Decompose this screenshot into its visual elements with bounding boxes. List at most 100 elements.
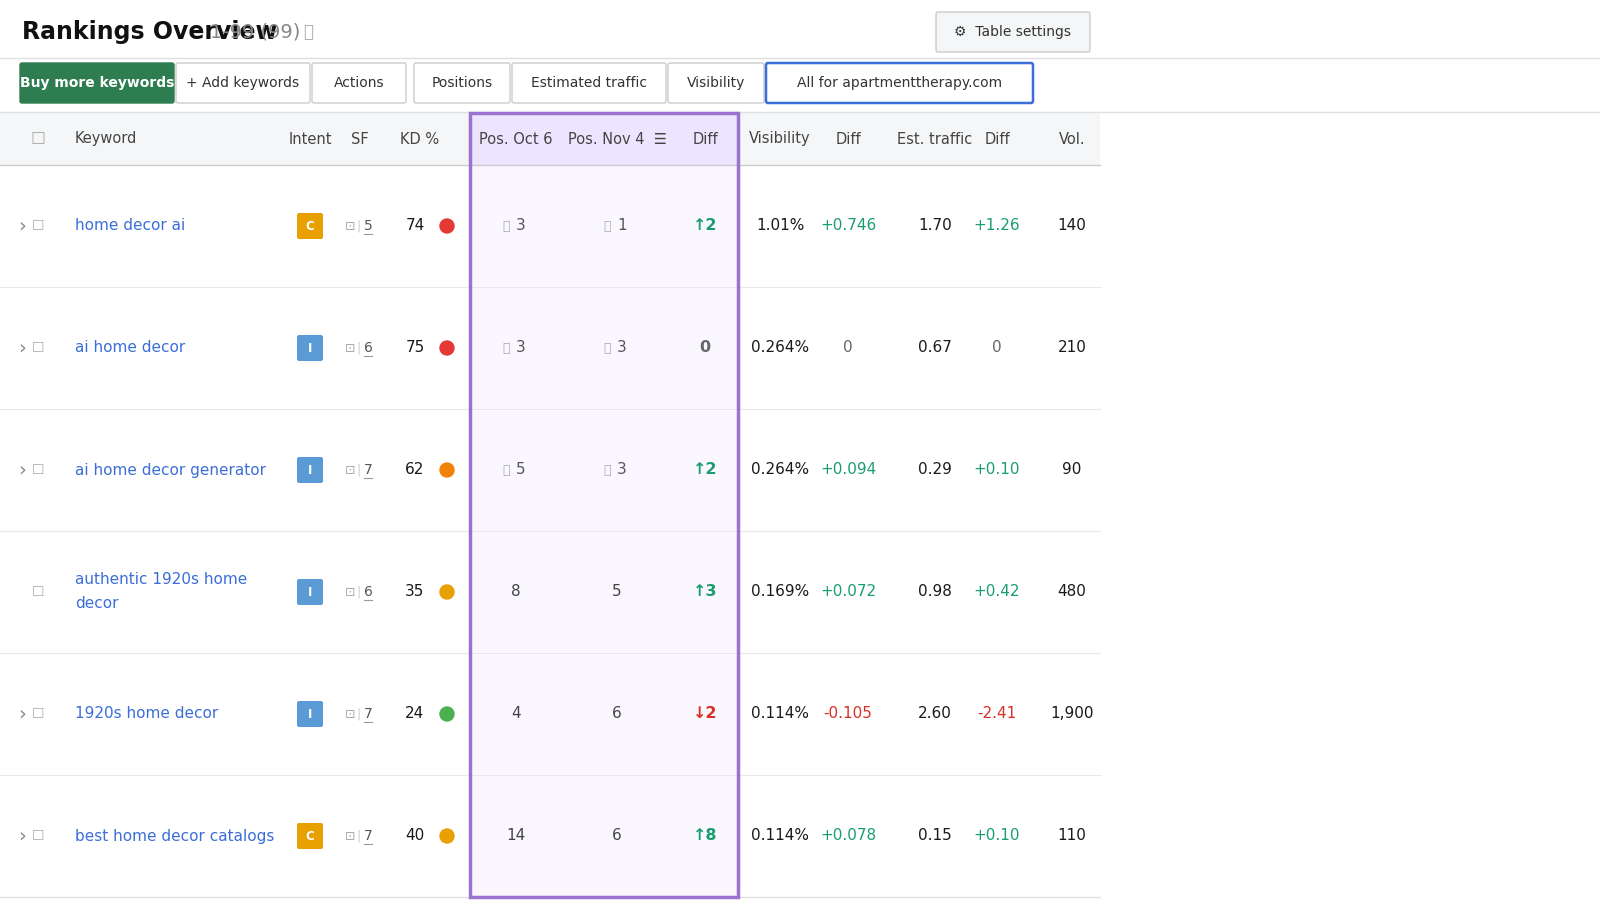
Text: ☐: ☐ (32, 219, 45, 233)
Text: ›: › (18, 216, 26, 235)
Text: ⊡: ⊡ (344, 586, 355, 598)
Text: ›: › (18, 826, 26, 845)
Text: Visibility: Visibility (686, 76, 746, 90)
Text: 62: 62 (405, 462, 424, 478)
Text: +0.10: +0.10 (974, 828, 1021, 844)
Text: 1,900: 1,900 (1050, 706, 1094, 722)
Text: Est. traffic: Est. traffic (898, 132, 973, 146)
Text: ☐: ☐ (32, 463, 45, 477)
Text: 140: 140 (1058, 219, 1086, 233)
Text: 75: 75 (405, 340, 424, 356)
Text: 6: 6 (363, 585, 373, 599)
Text: Rankings Overview: Rankings Overview (22, 20, 277, 44)
Text: 7: 7 (363, 829, 373, 843)
Text: ›: › (18, 460, 26, 479)
Bar (470, 113, 738, 165)
Text: ›: › (18, 705, 26, 724)
Text: 480: 480 (1058, 585, 1086, 599)
Text: 24: 24 (405, 706, 424, 722)
Text: ⛓: ⛓ (603, 220, 611, 232)
Text: 5: 5 (517, 462, 526, 478)
Text: 35: 35 (405, 585, 424, 599)
Text: I: I (307, 341, 312, 354)
FancyBboxPatch shape (298, 701, 323, 727)
Bar (470, 113, 738, 897)
FancyBboxPatch shape (414, 63, 510, 103)
Text: 1-99 (99): 1-99 (99) (210, 23, 301, 42)
Text: ☐: ☐ (32, 707, 45, 721)
Text: +0.42: +0.42 (974, 585, 1021, 599)
Text: SF: SF (350, 132, 370, 146)
FancyBboxPatch shape (936, 12, 1090, 52)
Bar (470, 287, 738, 409)
Text: 110: 110 (1058, 828, 1086, 844)
Text: ☐: ☐ (32, 341, 45, 355)
Text: ⚙  Table settings: ⚙ Table settings (955, 25, 1072, 39)
Text: 5: 5 (613, 585, 622, 599)
FancyBboxPatch shape (298, 335, 323, 361)
Text: Diff: Diff (693, 132, 718, 146)
Text: ai home decor generator: ai home decor generator (75, 462, 266, 478)
Text: Actions: Actions (334, 76, 384, 90)
FancyBboxPatch shape (766, 63, 1034, 103)
Bar (0, 113, 1101, 165)
Text: ⊡: ⊡ (344, 830, 355, 843)
Text: All for apartmenttherapy.com: All for apartmenttherapy.com (797, 76, 1002, 90)
Circle shape (440, 829, 454, 843)
Text: ⊡: ⊡ (344, 220, 355, 232)
Bar (470, 409, 738, 531)
Text: C: C (306, 220, 314, 232)
Text: +1.26: +1.26 (974, 219, 1021, 233)
Circle shape (440, 341, 454, 355)
Text: Pos. Oct 6: Pos. Oct 6 (480, 132, 552, 146)
Text: 3: 3 (517, 219, 526, 233)
Text: decor: decor (75, 597, 118, 611)
Circle shape (440, 219, 454, 233)
FancyBboxPatch shape (512, 63, 666, 103)
Text: Keyword: Keyword (75, 132, 138, 146)
FancyBboxPatch shape (298, 213, 323, 239)
Text: ↑3: ↑3 (693, 585, 717, 599)
Text: |: | (357, 341, 362, 354)
Text: C: C (306, 830, 314, 843)
Text: -2.41: -2.41 (978, 706, 1016, 722)
Text: 0.114%: 0.114% (750, 828, 810, 844)
Text: +0.094: +0.094 (819, 462, 877, 478)
Text: +0.10: +0.10 (974, 462, 1021, 478)
Text: ⛓: ⛓ (502, 463, 510, 477)
Text: ↑2: ↑2 (693, 462, 717, 478)
Text: 0.98: 0.98 (918, 585, 952, 599)
Text: 0.264%: 0.264% (750, 462, 810, 478)
Text: 5: 5 (363, 219, 373, 233)
Text: ai home decor: ai home decor (75, 340, 186, 356)
Text: 0.114%: 0.114% (750, 706, 810, 722)
Text: Pos. Nov 4  ☰: Pos. Nov 4 ☰ (568, 132, 667, 146)
FancyBboxPatch shape (298, 579, 323, 605)
Text: home decor ai: home decor ai (75, 219, 186, 233)
Circle shape (440, 707, 454, 721)
Bar (470, 775, 738, 897)
Bar (470, 165, 738, 287)
Text: 0.15: 0.15 (918, 828, 952, 844)
FancyBboxPatch shape (176, 63, 310, 103)
Text: ›: › (18, 339, 26, 358)
Text: 74: 74 (405, 219, 424, 233)
Text: 3: 3 (618, 340, 627, 356)
Text: ⛓: ⛓ (603, 341, 611, 354)
Circle shape (440, 585, 454, 599)
Text: 1.01%: 1.01% (755, 219, 805, 233)
Text: 0.67: 0.67 (918, 340, 952, 356)
FancyBboxPatch shape (298, 457, 323, 483)
Text: Estimated traffic: Estimated traffic (531, 76, 646, 90)
Text: 7: 7 (363, 463, 373, 477)
Text: Intent: Intent (288, 132, 331, 146)
Text: 210: 210 (1058, 340, 1086, 356)
Text: ↑2: ↑2 (693, 219, 717, 233)
Text: ⛓: ⛓ (502, 220, 510, 232)
Text: 7: 7 (363, 707, 373, 721)
Text: Positions: Positions (432, 76, 493, 90)
Text: ⛓: ⛓ (603, 463, 611, 477)
FancyBboxPatch shape (19, 63, 174, 103)
Text: ↓2: ↓2 (693, 706, 717, 722)
Text: 2.60: 2.60 (918, 706, 952, 722)
